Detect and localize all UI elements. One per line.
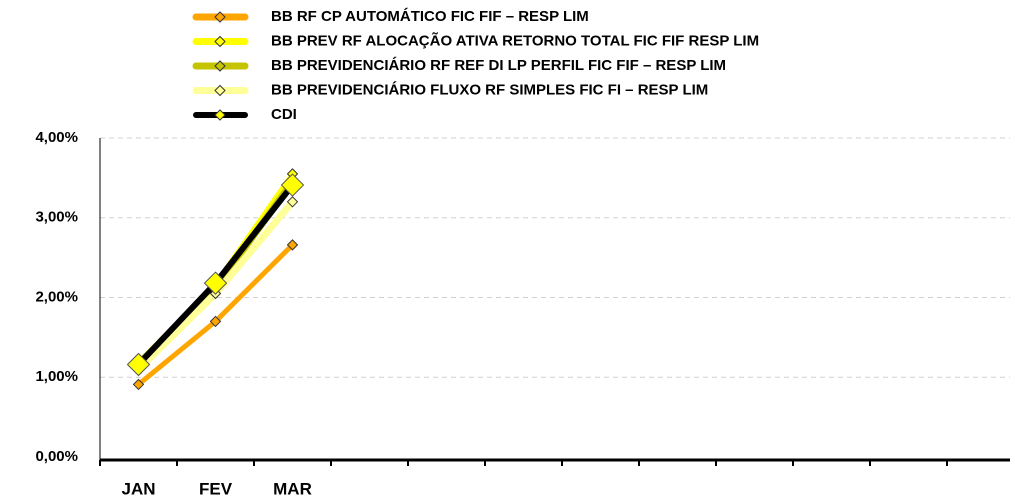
data-point: [280, 173, 305, 197]
y-tick-label: 1,00%: [35, 368, 78, 385]
legend-marker: [214, 109, 226, 121]
x-tick-label: FEV: [199, 479, 233, 498]
x-tick-label: MAR: [273, 479, 312, 498]
y-tick-label: 4,00%: [35, 129, 78, 146]
y-tick-label: 2,00%: [35, 288, 78, 305]
series-line: [136, 242, 295, 387]
data-point: [132, 378, 145, 391]
legend-marker: [214, 84, 226, 97]
legend-label: CDI: [271, 106, 297, 123]
data-point: [209, 315, 222, 328]
legend-label: BB PREVIDENCIÁRIO FLUXO RF SIMPLES FIC F…: [271, 81, 708, 98]
data-point: [203, 271, 228, 295]
legend-label: BB PREVIDENCIÁRIO RF REF DI LP PERFIL FI…: [271, 57, 726, 74]
legend-marker: [214, 35, 226, 48]
legend-marker: [214, 11, 226, 23]
y-tick-label: 0,00%: [35, 448, 78, 465]
legend-marker: [214, 60, 226, 72]
y-tick-label: 3,00%: [35, 209, 78, 226]
data-point: [286, 196, 299, 208]
data-point: [126, 352, 151, 377]
legend-label: BB PREV RF ALOCAÇÃO ATIVA RETORNO TOTAL …: [271, 31, 759, 49]
data-point: [286, 239, 299, 251]
x-tick-label: JAN: [121, 479, 155, 498]
legend-label: BB RF CP AUTOMÁTICO FIC FIF – RESP LIM: [271, 8, 589, 25]
